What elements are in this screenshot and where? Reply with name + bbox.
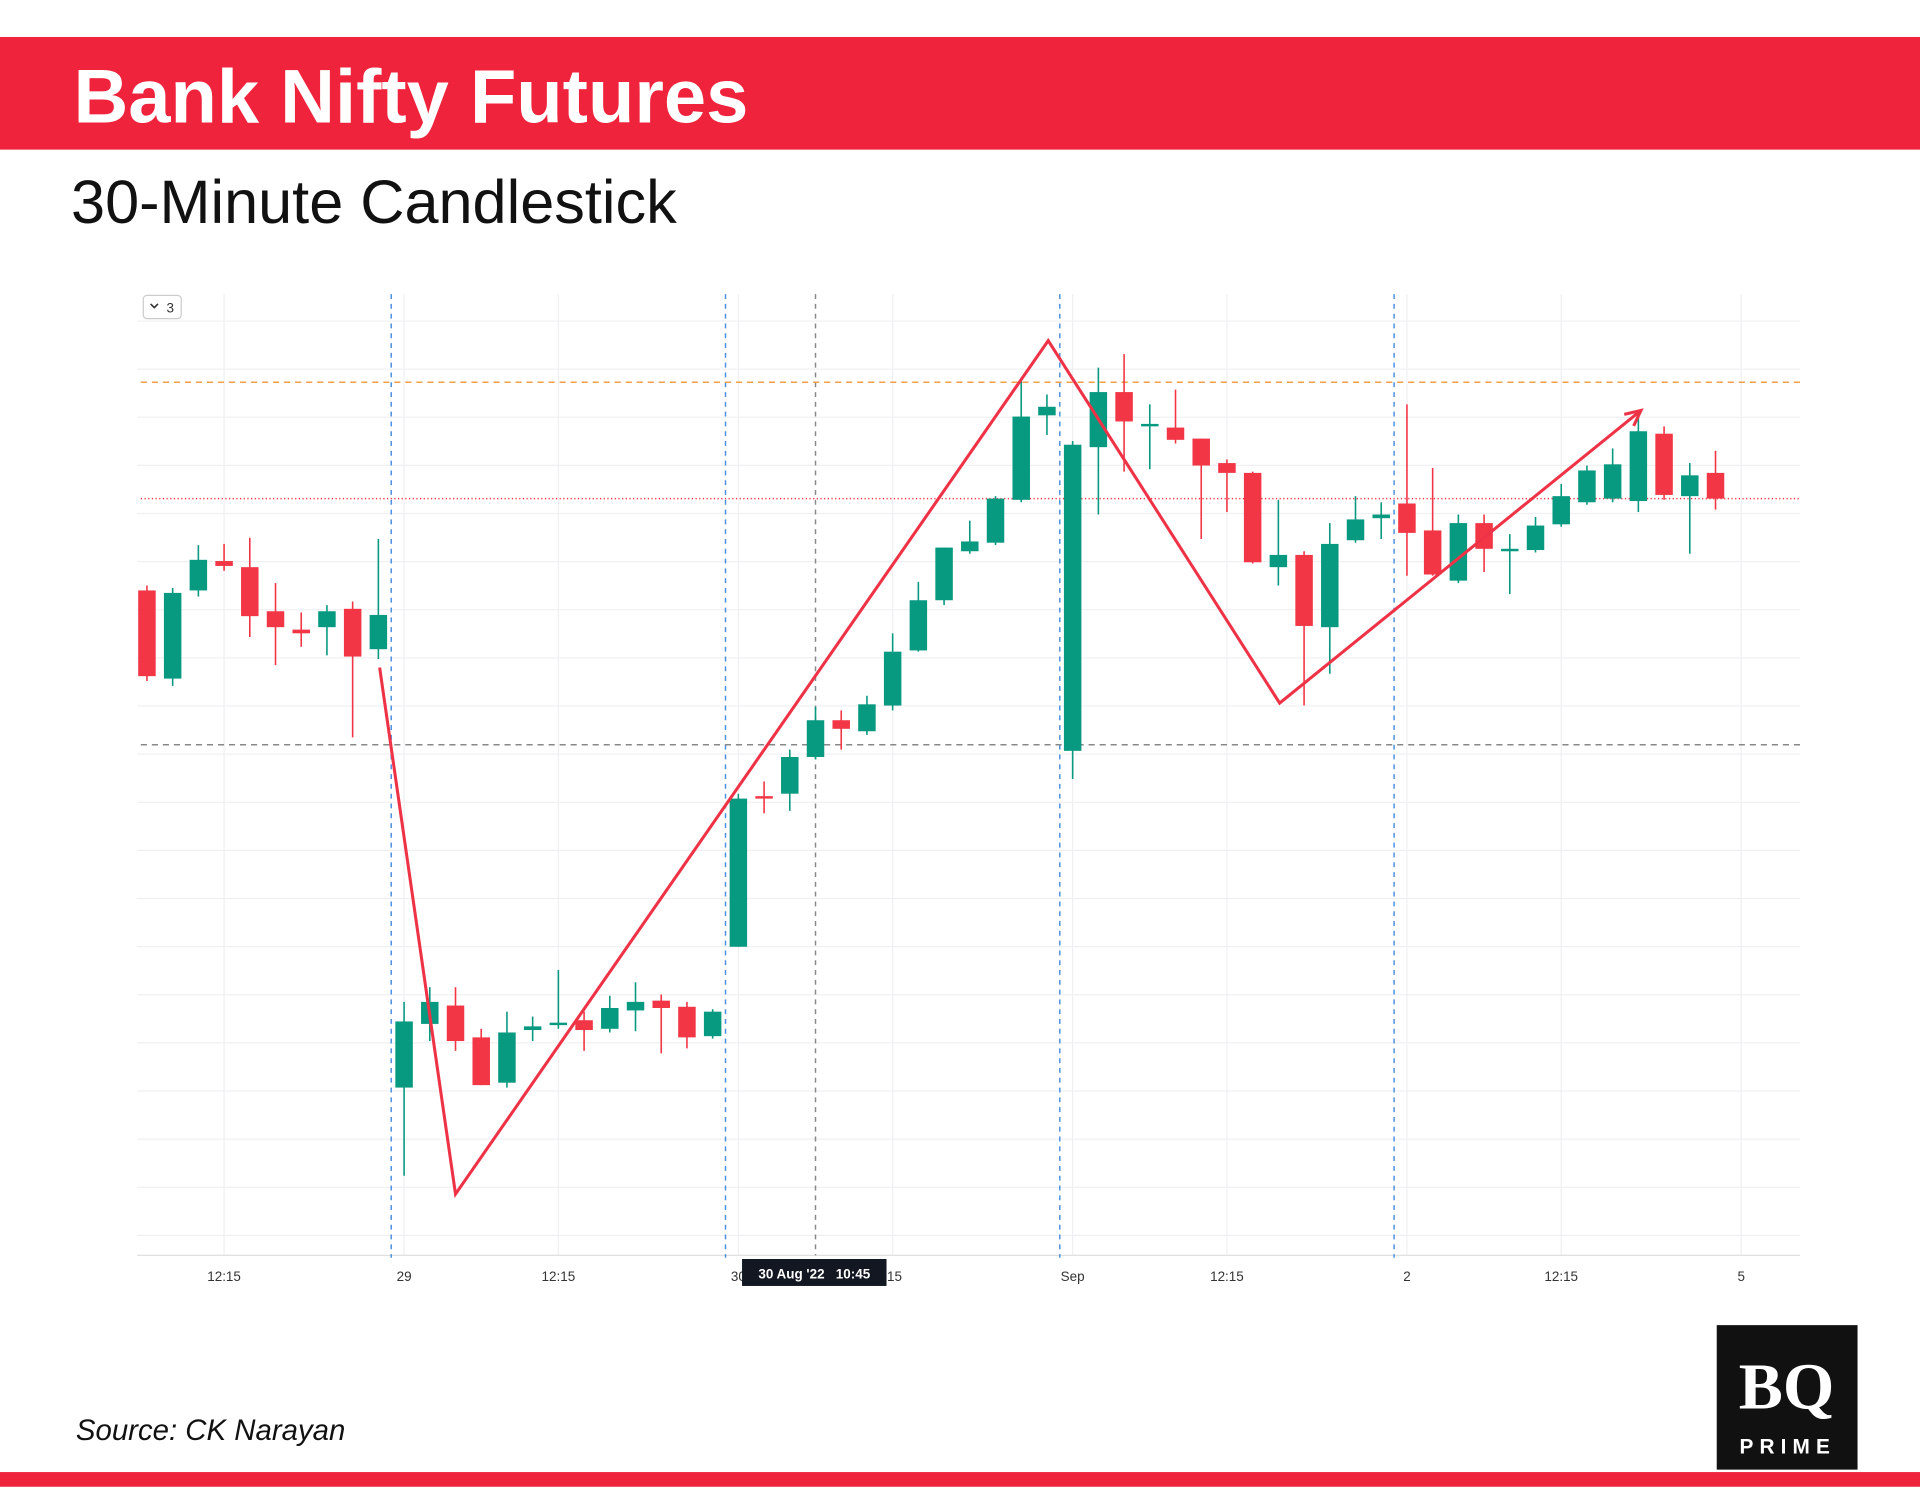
- candle-body: [1192, 438, 1210, 466]
- candle-body: [1243, 472, 1262, 563]
- candle-body: [1012, 416, 1030, 500]
- zigzag-arrowhead: [1623, 408, 1644, 427]
- crosshair-label: 30 Aug '22 10:45: [758, 1267, 870, 1282]
- candle-body: [1629, 431, 1648, 502]
- x-tick-label: :15: [883, 1269, 902, 1284]
- candle-body: [266, 611, 285, 628]
- candle-body: [1501, 548, 1519, 552]
- candle-body: [1295, 554, 1313, 626]
- badge-chevron: [150, 303, 159, 309]
- candle-body: [883, 651, 902, 706]
- candle-body: [1038, 406, 1056, 416]
- candle-body: [1423, 530, 1442, 575]
- candle-body: [523, 1026, 542, 1031]
- candle-body: [626, 1001, 645, 1011]
- candle-body: [369, 614, 388, 650]
- candle-body: [755, 796, 773, 799]
- candle-body: [601, 1007, 619, 1029]
- logo-sub: PRIME: [1740, 1436, 1836, 1459]
- source-note: Source: CK Narayan: [76, 1414, 345, 1447]
- candle-body: [241, 567, 259, 617]
- candle-body: [446, 1005, 465, 1042]
- candle-body: [1141, 423, 1159, 427]
- candle-body: [1526, 525, 1545, 551]
- candle-body: [189, 559, 208, 591]
- chart-title: Bank Nifty Futures: [73, 55, 748, 140]
- candle-body: [318, 611, 336, 628]
- zigzag-line: [378, 337, 1642, 1199]
- candle-body: [1346, 519, 1365, 541]
- candle-body: [138, 590, 156, 677]
- candle-body: [1603, 464, 1622, 499]
- x-tick-label: 12:15: [542, 1269, 576, 1284]
- candle-body: [163, 592, 182, 679]
- candle-body: [781, 756, 799, 794]
- candle-body: [935, 547, 953, 601]
- candle-body: [575, 1020, 593, 1031]
- x-tick-label: 2: [1403, 1269, 1410, 1284]
- x-tick-label: 12:15: [207, 1269, 241, 1284]
- candle-body: [652, 1000, 670, 1008]
- logo-main: BQ: [1739, 1350, 1835, 1423]
- logo-box: [1716, 1325, 1858, 1470]
- candle-body: [729, 798, 748, 947]
- candle-body: [1218, 463, 1236, 473]
- candle-body: [549, 1022, 568, 1026]
- candle-body: [961, 541, 979, 552]
- candle-body: [806, 720, 825, 757]
- candle-body: [832, 720, 850, 729]
- candle-body: [1166, 427, 1185, 440]
- candle-body: [1115, 392, 1133, 422]
- candle-body: [215, 561, 233, 566]
- candle-body: [498, 1032, 516, 1083]
- chart-subtitle: 30-Minute Candlestick: [71, 168, 677, 236]
- x-tick-label: 5: [1737, 1269, 1744, 1284]
- candle-body: [1063, 444, 1082, 751]
- title-band: [0, 36, 1920, 150]
- candle-body: [1269, 554, 1288, 568]
- candle-body: [678, 1006, 696, 1038]
- x-tick-label: 29: [397, 1269, 412, 1284]
- badge-label: 3: [167, 300, 174, 315]
- candle-body: [1449, 523, 1468, 581]
- candle-body: [472, 1037, 490, 1086]
- candle-body: [1321, 543, 1339, 628]
- candle-body: [1655, 433, 1673, 495]
- candle-body: [1552, 496, 1570, 525]
- candle-body: [909, 600, 928, 651]
- bottom-band: [0, 1472, 1920, 1487]
- candle-body: [1706, 472, 1725, 499]
- crosshair-tooltip: [742, 1259, 887, 1286]
- candle-body: [1578, 470, 1596, 503]
- candle-body: [1681, 475, 1699, 497]
- x-tick-label: 12:15: [1544, 1269, 1578, 1284]
- candle-body: [858, 704, 876, 732]
- badge-box: [142, 294, 182, 320]
- candle-body: [703, 1011, 722, 1037]
- candle-body: [986, 498, 1005, 543]
- x-tick-label: 12:15: [1210, 1269, 1244, 1284]
- candle-body: [343, 608, 362, 657]
- candle-body: [1372, 514, 1390, 519]
- candle-body: [1398, 503, 1416, 533]
- candle-body: [292, 629, 310, 634]
- x-tick-label: Sep: [1061, 1269, 1085, 1284]
- candle-body: [395, 1021, 413, 1088]
